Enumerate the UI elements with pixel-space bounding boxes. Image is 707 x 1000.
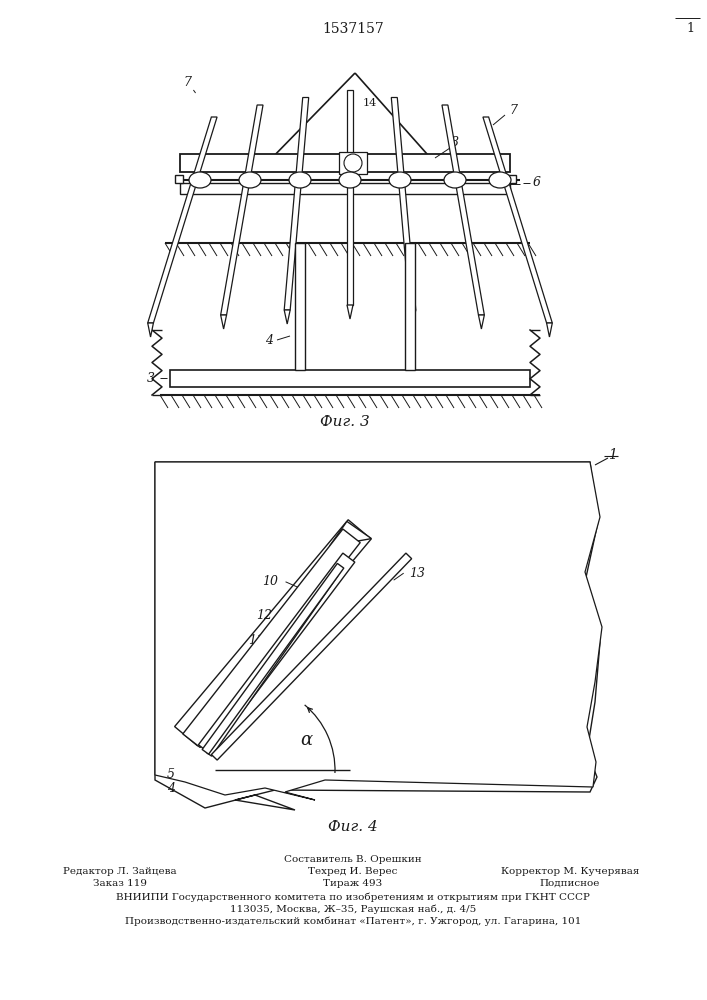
Polygon shape xyxy=(284,310,290,324)
Polygon shape xyxy=(329,521,371,546)
Text: Составитель В. Орешкин: Составитель В. Орешкин xyxy=(284,855,422,864)
Ellipse shape xyxy=(444,172,466,188)
Text: 14: 14 xyxy=(363,98,378,108)
Text: 1537157: 1537157 xyxy=(322,22,384,36)
Text: Тираж 493: Тираж 493 xyxy=(323,879,382,888)
Text: 13: 13 xyxy=(409,567,425,580)
Polygon shape xyxy=(183,529,361,747)
Text: 1: 1 xyxy=(686,22,694,35)
Polygon shape xyxy=(221,105,263,315)
Polygon shape xyxy=(206,572,338,756)
Bar xyxy=(295,243,305,370)
Polygon shape xyxy=(410,310,416,324)
Polygon shape xyxy=(148,323,153,337)
Polygon shape xyxy=(211,553,411,760)
Text: Редактор Л. Зайцева: Редактор Л. Зайцева xyxy=(63,867,177,876)
Text: α: α xyxy=(300,731,312,749)
Text: 7: 7 xyxy=(509,104,517,116)
Bar xyxy=(170,370,530,387)
Text: 4: 4 xyxy=(265,334,273,347)
Polygon shape xyxy=(221,315,226,329)
Bar xyxy=(180,183,510,194)
Bar xyxy=(175,175,183,183)
Circle shape xyxy=(344,154,362,172)
Text: 1: 1 xyxy=(607,448,617,462)
Text: 10: 10 xyxy=(262,575,279,588)
Polygon shape xyxy=(202,563,344,754)
Text: 7: 7 xyxy=(183,77,191,90)
Polygon shape xyxy=(347,305,353,319)
Ellipse shape xyxy=(189,172,211,188)
Text: Корректор М. Кучерявая: Корректор М. Кучерявая xyxy=(501,867,639,876)
Text: 15: 15 xyxy=(319,158,333,168)
Ellipse shape xyxy=(289,172,311,188)
Text: 6: 6 xyxy=(533,176,541,190)
Text: Техред И. Верес: Техред И. Верес xyxy=(308,867,397,876)
Text: 5: 5 xyxy=(167,768,175,782)
Polygon shape xyxy=(479,315,484,329)
Bar xyxy=(405,243,415,370)
Text: Заказ 119: Заказ 119 xyxy=(93,879,147,888)
Ellipse shape xyxy=(489,172,511,188)
Text: Фиг. 3: Фиг. 3 xyxy=(320,415,370,429)
Ellipse shape xyxy=(339,172,361,188)
Polygon shape xyxy=(148,117,217,323)
Text: Фиг. 4: Фиг. 4 xyxy=(328,820,378,834)
Text: 11: 11 xyxy=(248,634,264,647)
Ellipse shape xyxy=(239,172,261,188)
Text: 12: 12 xyxy=(256,609,272,622)
Text: 4: 4 xyxy=(167,782,175,794)
Text: 8: 8 xyxy=(451,136,459,149)
Text: 113035, Москва, Ж–35, Раушская наб., д. 4/5: 113035, Москва, Ж–35, Раушская наб., д. … xyxy=(230,905,476,914)
Bar xyxy=(508,175,516,183)
Polygon shape xyxy=(155,462,602,800)
Polygon shape xyxy=(284,98,309,310)
Ellipse shape xyxy=(389,172,411,188)
Polygon shape xyxy=(155,462,600,810)
Polygon shape xyxy=(547,323,552,337)
Text: ВНИИПИ Государственного комитета по изобретениям и открытиям при ГКНТ СССР: ВНИИПИ Государственного комитета по изоб… xyxy=(116,893,590,902)
Polygon shape xyxy=(391,98,416,310)
Text: Производственно-издательский комбинат «Патент», г. Ужгород, ул. Гагарина, 101: Производственно-издательский комбинат «П… xyxy=(125,917,581,926)
Polygon shape xyxy=(483,117,552,323)
Polygon shape xyxy=(175,520,371,746)
Polygon shape xyxy=(347,90,353,305)
Polygon shape xyxy=(442,105,484,315)
Polygon shape xyxy=(199,553,355,754)
Text: 3: 3 xyxy=(147,371,155,384)
Bar xyxy=(180,154,510,172)
Bar xyxy=(339,152,367,174)
Text: Подписное: Подписное xyxy=(540,879,600,888)
